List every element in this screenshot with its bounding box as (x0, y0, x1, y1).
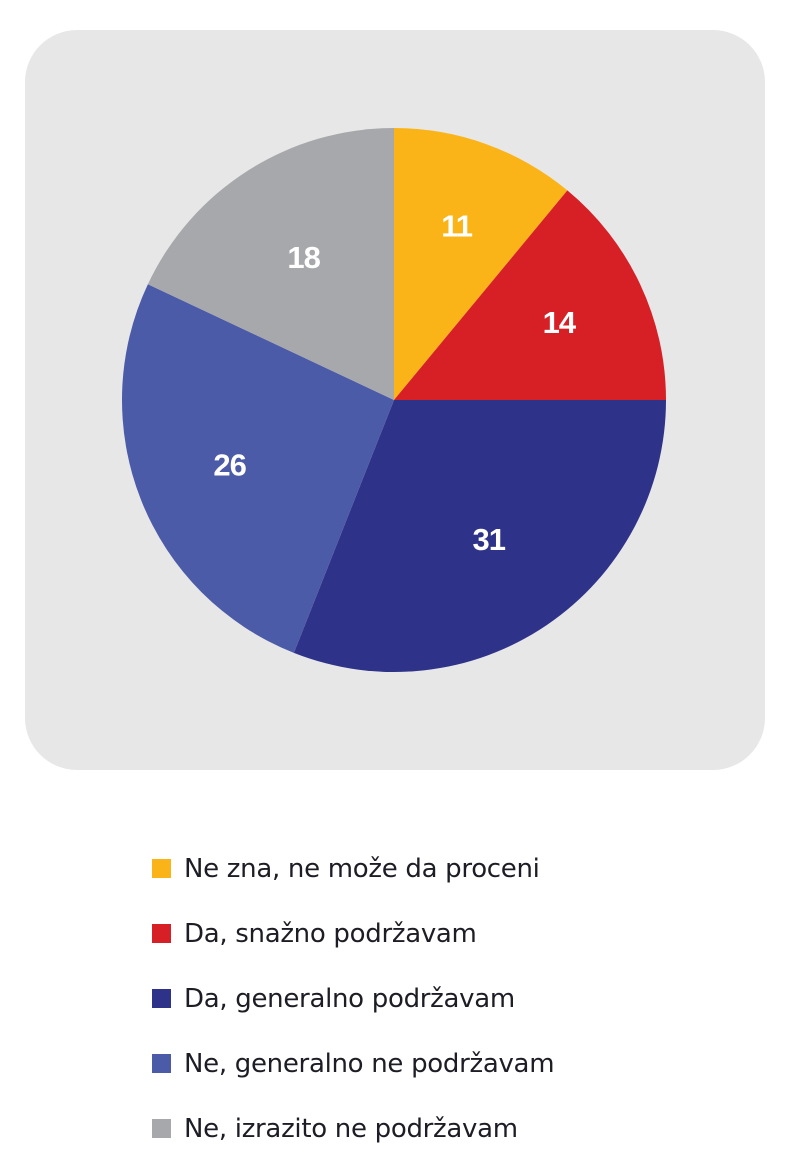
legend-label: Da, generalno podržavam (184, 983, 515, 1014)
legend-item-strongly-support: Da, snažno podržavam (152, 901, 554, 966)
legend-label: Ne, izrazito ne podržavam (184, 1113, 518, 1144)
pie-chart: 11 14 31 26 18 (121, 128, 666, 672)
legend-swatch-gray (152, 1119, 171, 1138)
slice-value-label: 26 (213, 448, 246, 483)
pie-labels: 11 14 31 26 18 (213, 208, 578, 557)
slice-value-label: 18 (287, 240, 320, 275)
slice-value-label: 14 (543, 305, 577, 340)
legend: Ne zna, ne može da proceni Da, snažno po… (152, 836, 555, 1161)
legend-label: Da, snažno podržavam (184, 918, 477, 949)
pie-slice-strongly-support (394, 190, 666, 400)
pie-slice-dont-know (394, 128, 568, 400)
legend-swatch-red (152, 924, 171, 943)
legend-label: Ne zna, ne može da proceni (184, 853, 540, 884)
slice-value-label: 11 (441, 208, 473, 243)
legend-item-strongly-oppose: Ne, izrazito ne podržavam (152, 1096, 554, 1161)
slice-value-label: 31 (473, 522, 506, 557)
legend-item-generally-support: Da, generalno podržavam (152, 966, 554, 1031)
pie-slice-strongly-oppose (147, 128, 394, 400)
legend-swatch-blue (152, 1054, 171, 1073)
legend-item-generally-oppose: Ne, generalno ne podržavam (152, 1031, 555, 1096)
pie-slice-generally-support (293, 400, 666, 672)
pie-slices (121, 128, 666, 672)
legend-item-dont-know: Ne zna, ne može da proceni (152, 836, 554, 901)
legend-swatch-yellow (152, 859, 171, 878)
legend-label: Ne, generalno ne podržavam (184, 1048, 555, 1079)
pie-slice-generally-oppose (121, 284, 395, 653)
legend-swatch-dark-blue (152, 989, 171, 1008)
